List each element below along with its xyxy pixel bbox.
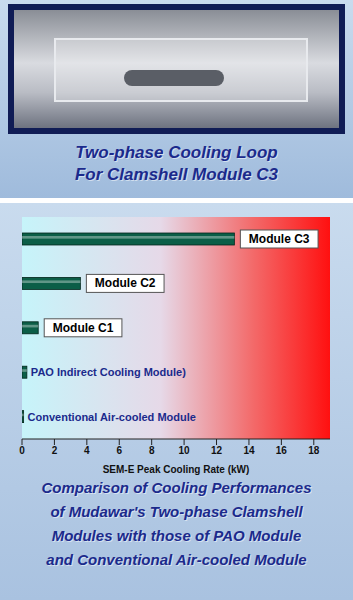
svg-text:0: 0 <box>19 445 25 456</box>
svg-text:Conventional Air-cooled Module: Conventional Air-cooled Module <box>28 411 196 423</box>
html-text:Comparison of Cooling Performa: Comparison of Cooling Performances <box>41 479 312 496</box>
html-text:and Conventional Air-cooled Mo: and Conventional Air-cooled Module <box>46 551 307 568</box>
svg-text:4: 4 <box>84 445 90 456</box>
svg-text:18: 18 <box>308 445 320 456</box>
svg-text:Module C1: Module C1 <box>53 321 114 335</box>
svg-text:Module C3: Module C3 <box>249 232 310 246</box>
svg-text:14: 14 <box>243 445 255 456</box>
svg-text:2: 2 <box>52 445 58 456</box>
svg-text:10: 10 <box>179 445 191 456</box>
html-text:Modules with those of PAO Modu: Modules with those of PAO Module <box>51 527 302 544</box>
svg-text:16: 16 <box>276 445 288 456</box>
svg-text:8: 8 <box>149 445 155 456</box>
svg-text:Module C2: Module C2 <box>95 276 156 290</box>
svg-text:SEM-E Peak Cooling Rate (kW): SEM-E Peak Cooling Rate (kW) <box>103 464 250 475</box>
svg-text:12: 12 <box>211 445 223 456</box>
html-text:For Clamshell Module C3: For Clamshell Module C3 <box>75 165 278 184</box>
html-text:Two-phase Cooling Loop: Two-phase Cooling Loop <box>75 143 278 162</box>
svg-text:PAO Indirect Cooling Module): PAO Indirect Cooling Module) <box>31 366 186 378</box>
svg-text:6: 6 <box>116 445 122 456</box>
html-text:of Mudawar's Two-phase Clamshe: of Mudawar's Two-phase Clamshell <box>50 503 303 520</box>
